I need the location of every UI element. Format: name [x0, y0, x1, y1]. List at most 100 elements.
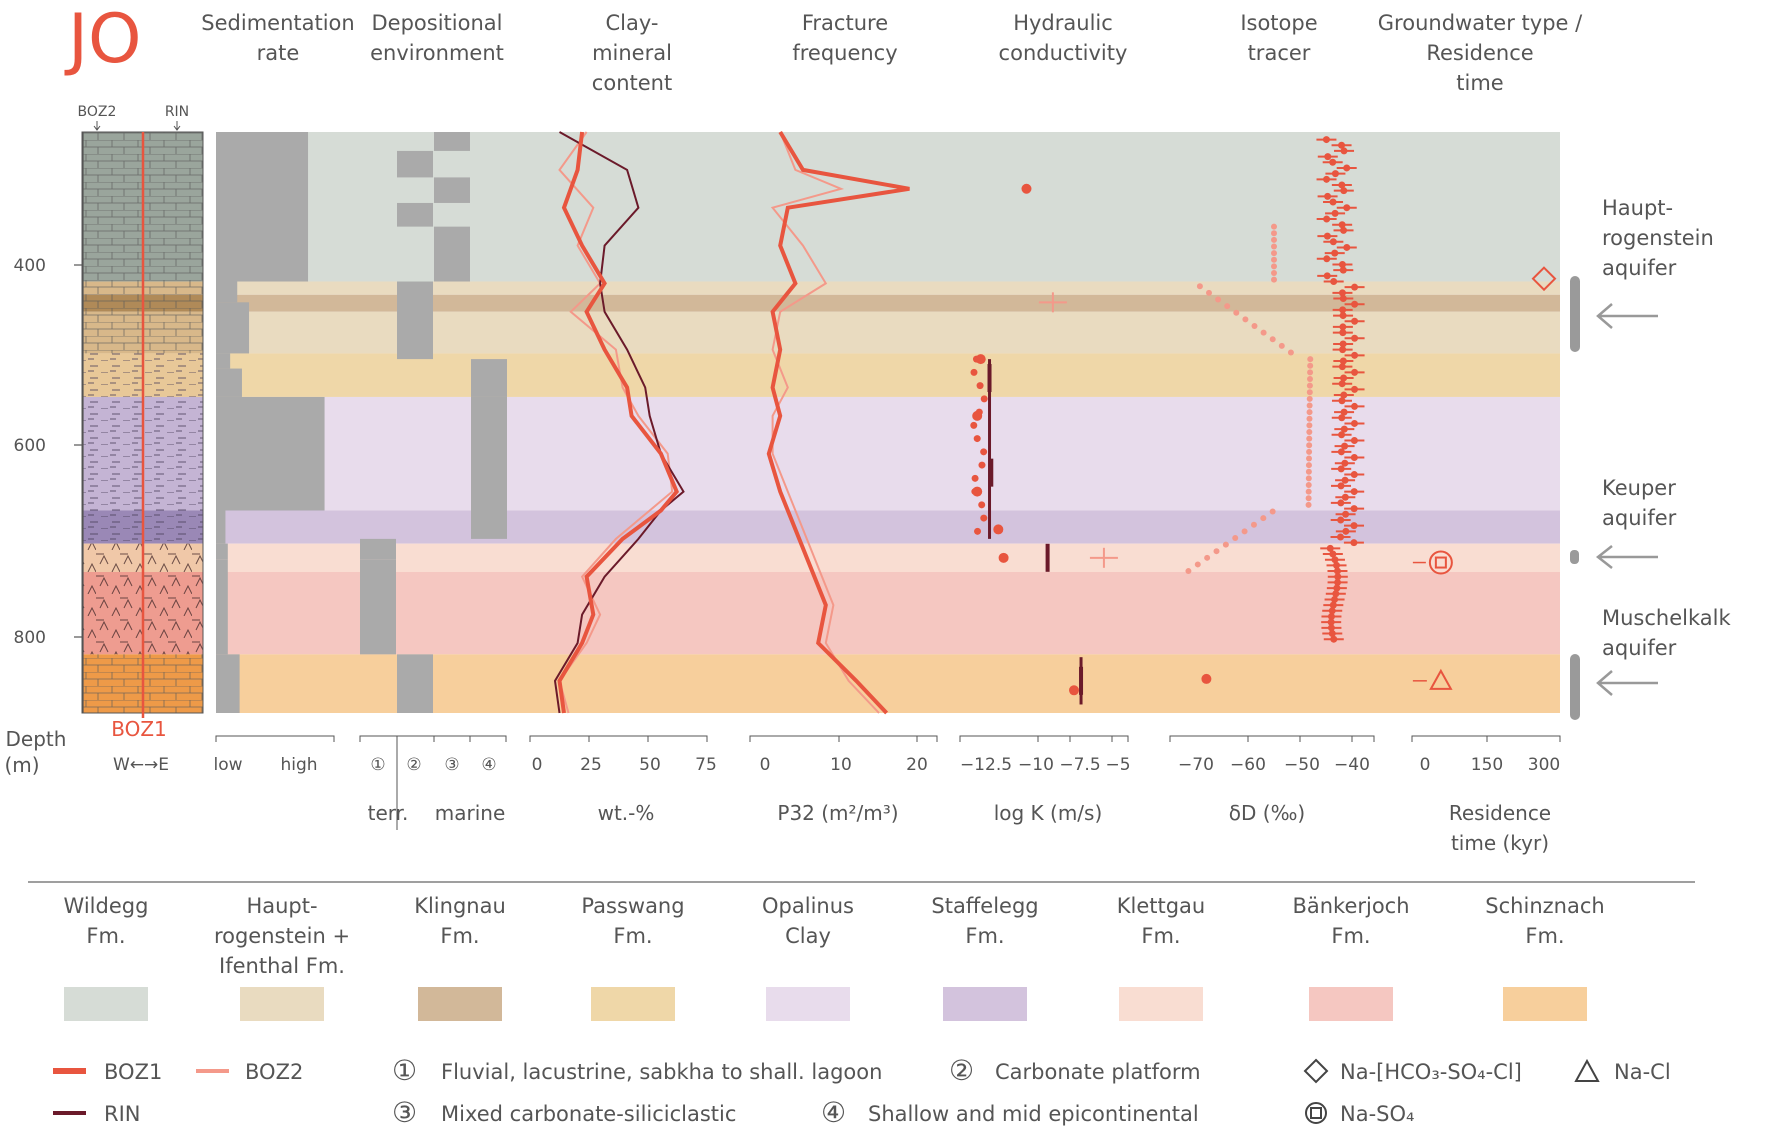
formation-name: Passwang — [581, 894, 684, 918]
formation-name: Fm. — [440, 924, 479, 948]
svg-text:−70: −70 — [1178, 755, 1214, 775]
formation-name: Fm. — [613, 924, 652, 948]
hydraulic-boz1-point — [1021, 183, 1032, 194]
svg-text:Muschelkalk: Muschelkalk — [1602, 606, 1731, 630]
svg-text:aquifer: aquifer — [1602, 506, 1677, 530]
sedimentation-bar — [216, 510, 226, 544]
isotope-boz1-point — [1342, 527, 1350, 535]
svg-text:0: 0 — [760, 755, 771, 775]
svg-text:0: 0 — [532, 755, 543, 775]
svg-text:frequency: frequency — [792, 41, 897, 65]
isotope-boz1-point — [1327, 612, 1335, 620]
isotope-boz2-point — [1305, 495, 1312, 502]
depth-axis: 400 600 800 Depth (m) — [4, 132, 84, 777]
svg-text:Fracture: Fracture — [802, 11, 888, 35]
formation-name: Fm. — [1141, 924, 1180, 948]
isotope-boz1-point — [1339, 329, 1347, 337]
diamond-icon — [1303, 1058, 1329, 1084]
isotope-boz1-point — [1338, 260, 1346, 268]
environment-bar — [471, 510, 507, 539]
isotope-boz2-point — [1206, 289, 1212, 296]
isotope-boz1-point — [1341, 459, 1349, 467]
environment-bar — [397, 150, 433, 178]
isotope-boz2-point — [1307, 356, 1314, 363]
well-label-rin: RIN — [165, 104, 189, 120]
isotope-boz1-point — [1340, 425, 1348, 433]
formation-name: Fm. — [965, 924, 1004, 948]
hydraulic-boz1-point — [1069, 685, 1079, 696]
isotope-boz1-point — [1340, 226, 1348, 234]
square-circle-icon — [1434, 556, 1447, 569]
lithology-log — [81, 131, 204, 718]
hydraulic-rin-point — [989, 458, 994, 487]
isotope-boz1-point — [1351, 300, 1359, 308]
formation-name: rogenstein + — [214, 924, 350, 948]
isotope-boz1-point — [1338, 221, 1346, 229]
well-label-boz1: BOZ1 — [111, 717, 167, 741]
formation-swatch — [943, 987, 1027, 1021]
depth-tick-600: 600 — [14, 436, 46, 456]
isotope-boz2-point — [1307, 369, 1314, 376]
isotope-boz1-point — [1338, 363, 1346, 371]
header-groundwater: Groundwater type / Residence time — [1378, 11, 1583, 95]
svg-text:Shallow and mid epicontinental: Shallow and mid epicontinental — [868, 1102, 1199, 1126]
axis-hydraulic: −12.5 −10 −7.5 −5 log K (m/s) — [959, 735, 1131, 825]
svg-text:mineral: mineral — [592, 41, 672, 65]
formation-band — [216, 510, 1560, 544]
sedimentation-bar — [216, 396, 325, 511]
isotope-boz1-point — [1350, 436, 1358, 444]
arrow-left-icon — [1596, 303, 1658, 329]
svg-text:−10: −10 — [1018, 755, 1054, 775]
sedimentation-bar — [216, 543, 228, 560]
isotope-boz1-point — [1339, 340, 1347, 348]
isotope-boz1-point — [1334, 573, 1342, 581]
isotope-boz2-point — [1222, 541, 1229, 548]
isotope-boz1-point — [1332, 590, 1340, 598]
formation-swatch — [64, 987, 148, 1021]
isotope-boz1-point — [1342, 510, 1350, 518]
hydraulic-boz1-point — [978, 501, 986, 509]
isotope-boz2-point — [1224, 303, 1231, 310]
isotope-boz1-point — [1333, 561, 1341, 569]
isotope-boz2-point — [1271, 263, 1277, 270]
isotope-boz1-point — [1323, 232, 1331, 240]
isotope-points — [1185, 136, 1365, 684]
depositional-environment-bars — [360, 132, 507, 713]
isotope-boz2-point — [1250, 521, 1257, 528]
isotope-boz2-point — [1271, 230, 1277, 237]
isotope-boz1-point — [1338, 181, 1346, 189]
svg-text:②: ② — [949, 1054, 974, 1087]
svg-text:①: ① — [392, 1054, 417, 1087]
isotope-boz1-point — [1333, 567, 1341, 575]
isotope-boz2-point — [1269, 336, 1276, 343]
isotope-boz1-point — [1340, 374, 1348, 382]
svg-text:75: 75 — [695, 755, 717, 775]
triangle-icon — [1429, 668, 1453, 690]
arrow-left-icon — [1596, 670, 1658, 696]
isotope-boz1-point — [1326, 544, 1334, 552]
clay-rin-line — [553, 131, 685, 714]
isotope-boz1-point — [1329, 550, 1337, 558]
svg-text:50: 50 — [639, 755, 661, 775]
formation-band — [216, 543, 1560, 573]
isotope-boz1-point — [1350, 522, 1358, 530]
svg-text:Na-[HCO₃-SO₄-Cl]: Na-[HCO₃-SO₄-Cl] — [1340, 1060, 1522, 1084]
isotope-boz1-point — [1339, 306, 1347, 314]
svg-text:③: ③ — [392, 1096, 417, 1129]
isotope-boz2-point — [1271, 236, 1277, 243]
formation-name: Haupt- — [246, 894, 317, 918]
svg-text:tracer: tracer — [1248, 41, 1311, 65]
svg-text:rate: rate — [257, 41, 300, 65]
svg-text:20: 20 — [906, 755, 928, 775]
isotope-boz1-point — [1334, 578, 1342, 586]
svg-text:marine: marine — [435, 801, 506, 825]
isotope-boz1-point — [1350, 505, 1358, 513]
triangle-icon — [1574, 1058, 1600, 1082]
isotope-boz2-point — [1306, 442, 1313, 449]
isotope-boz1-point — [1343, 204, 1351, 212]
fracture-boz2-line — [770, 131, 880, 714]
isotope-boz1-point — [1337, 482, 1345, 490]
isotope-boz1-point — [1331, 595, 1339, 603]
svg-text:Isotope: Isotope — [1240, 11, 1317, 35]
isotope-boz1-point — [1338, 289, 1346, 297]
